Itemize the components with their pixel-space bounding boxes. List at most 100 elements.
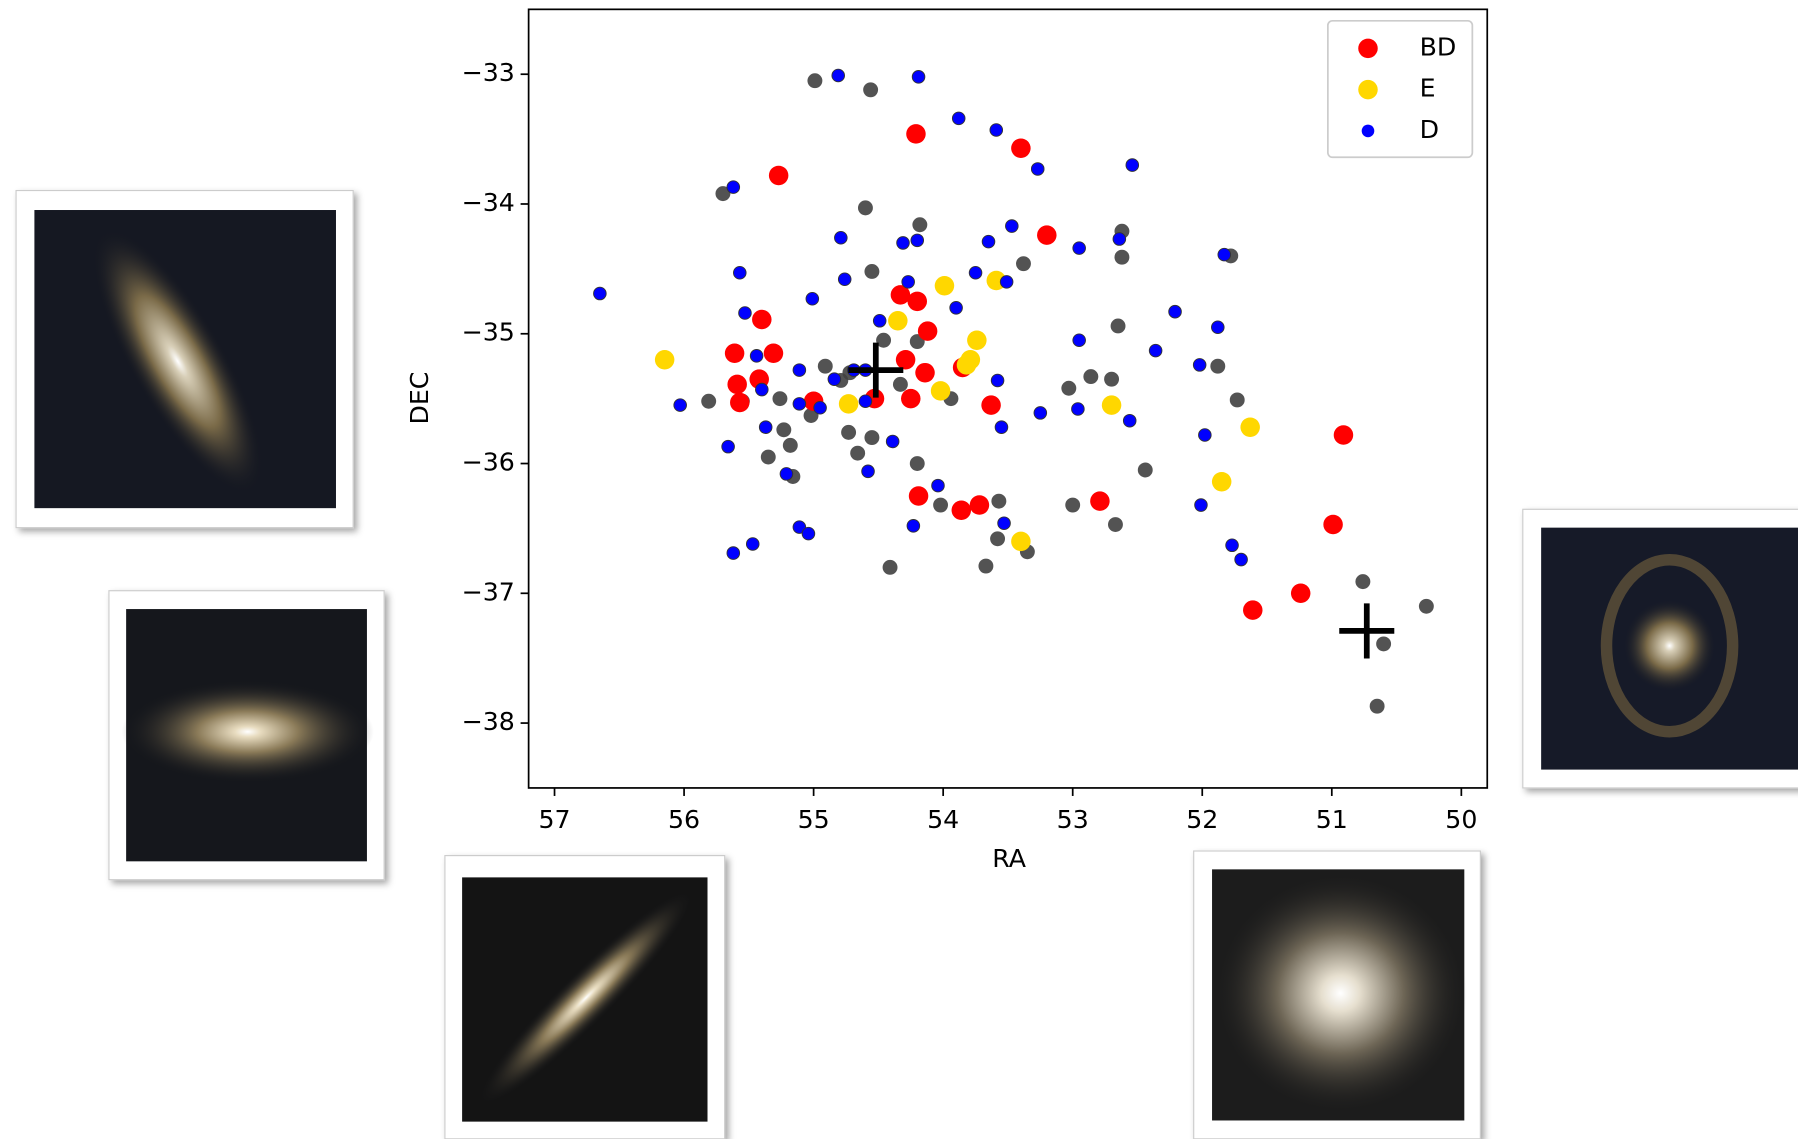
y-tick-label: −33 [462,58,515,87]
point [864,430,880,446]
point [792,397,807,411]
point [1225,538,1239,553]
x-axis-label: RA [992,844,1027,873]
point [934,276,955,296]
cross-marker [848,342,904,398]
galaxy-inset [444,855,726,1139]
point [724,343,745,363]
galaxy-inset [108,590,385,881]
x-tick-label: 54 [927,805,959,834]
point [1061,380,1077,396]
point [752,309,772,330]
point [857,200,873,216]
point [908,486,929,506]
point [1369,698,1385,714]
legend-label: D [1420,115,1439,144]
point [1112,232,1127,246]
y-tick-label: −35 [462,318,515,347]
point [951,111,966,126]
x-tick-label: 51 [1316,805,1348,834]
point [837,272,852,287]
point [876,332,892,348]
x-tick-label: 50 [1445,805,1477,834]
point [990,373,1005,388]
point [827,372,842,386]
legend-label: E [1420,74,1436,103]
point [1110,318,1126,334]
point [1137,462,1153,478]
point [933,497,949,513]
x-tick-label: 56 [668,805,700,834]
point [1243,600,1263,620]
point [863,82,879,98]
point [951,500,972,520]
point [593,286,607,301]
point [745,537,760,551]
point [807,73,823,89]
point [801,526,816,541]
point [1083,369,1099,385]
point [885,434,900,449]
point [909,456,925,471]
point [912,217,928,233]
point [1376,636,1392,652]
point [760,449,776,465]
point [1418,598,1434,614]
y-axis-label: DEC [405,372,434,425]
point [772,391,788,407]
point [968,266,983,280]
point [792,363,807,377]
point [813,400,827,415]
point [1234,552,1248,567]
point [1072,241,1086,255]
point [817,358,833,374]
point [749,349,764,363]
point [997,516,1011,530]
point [673,398,687,412]
point [1011,531,1031,552]
point [990,531,1006,547]
point [738,306,752,320]
point [805,291,820,306]
point [895,349,916,370]
point [727,374,747,395]
point [758,420,773,434]
point [1333,425,1354,445]
point [872,314,887,328]
point [779,467,794,481]
point [834,230,848,245]
point [906,124,926,144]
point [733,266,747,280]
point [654,349,675,370]
point [1211,471,1232,492]
point [1016,256,1031,272]
point [967,330,987,350]
point [1065,497,1081,513]
point [896,236,910,250]
point [915,362,935,383]
point [882,559,898,575]
point [981,395,1001,415]
point [994,420,1009,434]
point [888,311,908,331]
x-tick-label: 55 [798,805,830,834]
point [831,68,845,83]
legend-marker [1358,38,1378,59]
point [1229,392,1245,408]
point [1210,358,1226,374]
series [724,124,1354,620]
point [1114,249,1130,265]
point [949,301,963,315]
point [838,394,859,414]
point [981,234,996,249]
point [969,495,990,515]
point [1101,395,1122,415]
point [841,424,857,440]
point [726,180,741,194]
point [1005,219,1019,233]
point [1090,491,1110,511]
point [1192,358,1207,372]
point [1217,247,1232,262]
